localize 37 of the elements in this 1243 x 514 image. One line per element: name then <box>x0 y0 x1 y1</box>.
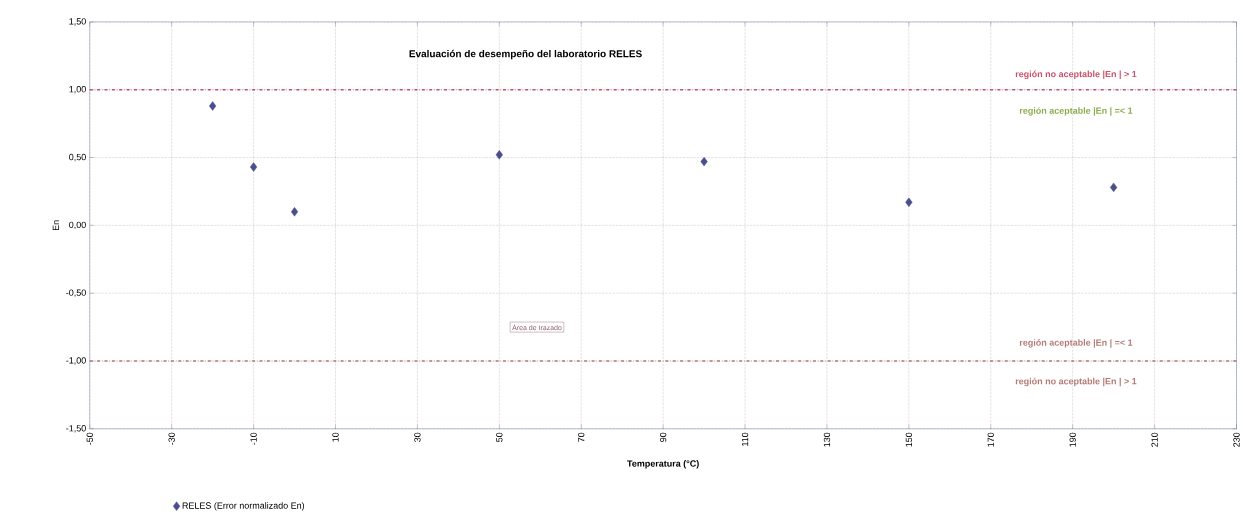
point <box>250 162 258 172</box>
point <box>700 156 708 167</box>
x-tick-label: 30 <box>414 432 421 442</box>
x-tick-label: 190 <box>1069 432 1076 447</box>
x-tick-label: 110 <box>741 432 749 446</box>
x-tick-label: 170 <box>987 432 994 447</box>
y-tick-label: 0,00 <box>69 221 86 229</box>
y-tick-label: 1,50 <box>69 18 86 26</box>
annotation: región no aceptable |En | > 1 <box>1015 377 1137 387</box>
x-tick-label: 150 <box>905 432 913 447</box>
text: Evaluación de desempeño del laboratorio RELES <box>409 49 642 60</box>
x-tick-label: 90 <box>659 432 667 442</box>
point <box>905 197 913 207</box>
x-tick-label: 130 <box>823 432 831 447</box>
y-tick-label: -0,50 <box>66 289 86 297</box>
legend-label: RELES (Error normalizado En) <box>182 502 305 511</box>
x-tick-label: 210 <box>1151 432 1158 447</box>
x-tick-label: -50 <box>86 432 93 445</box>
annotation: región aceptable |En | =< 1 <box>1019 338 1133 348</box>
point <box>290 207 299 217</box>
x-tick-label: 230 <box>1233 432 1240 447</box>
annotation: región aceptable |En | =< 1 <box>1019 107 1133 116</box>
x-tick-label: -10 <box>250 432 257 445</box>
y-tick-label: 1,00 <box>69 85 86 94</box>
y-axis-title: En <box>52 220 59 231</box>
point <box>209 101 217 111</box>
y-tick-label: -1,50 <box>66 425 86 433</box>
annotation: región no aceptable |En | > 1 <box>1015 70 1137 80</box>
y-tick-label: 0,50 <box>69 153 86 162</box>
x-tick-label: -30 <box>168 432 175 445</box>
point <box>495 150 503 160</box>
x-tick-label: 50 <box>496 432 503 442</box>
y-tick-label: -1,00 <box>66 357 86 365</box>
x-tick-label: 70 <box>578 432 585 442</box>
point <box>1110 182 1118 193</box>
x-axis-title: Temperatura (°C) <box>627 460 699 469</box>
x-tick-label: 10 <box>332 432 339 442</box>
